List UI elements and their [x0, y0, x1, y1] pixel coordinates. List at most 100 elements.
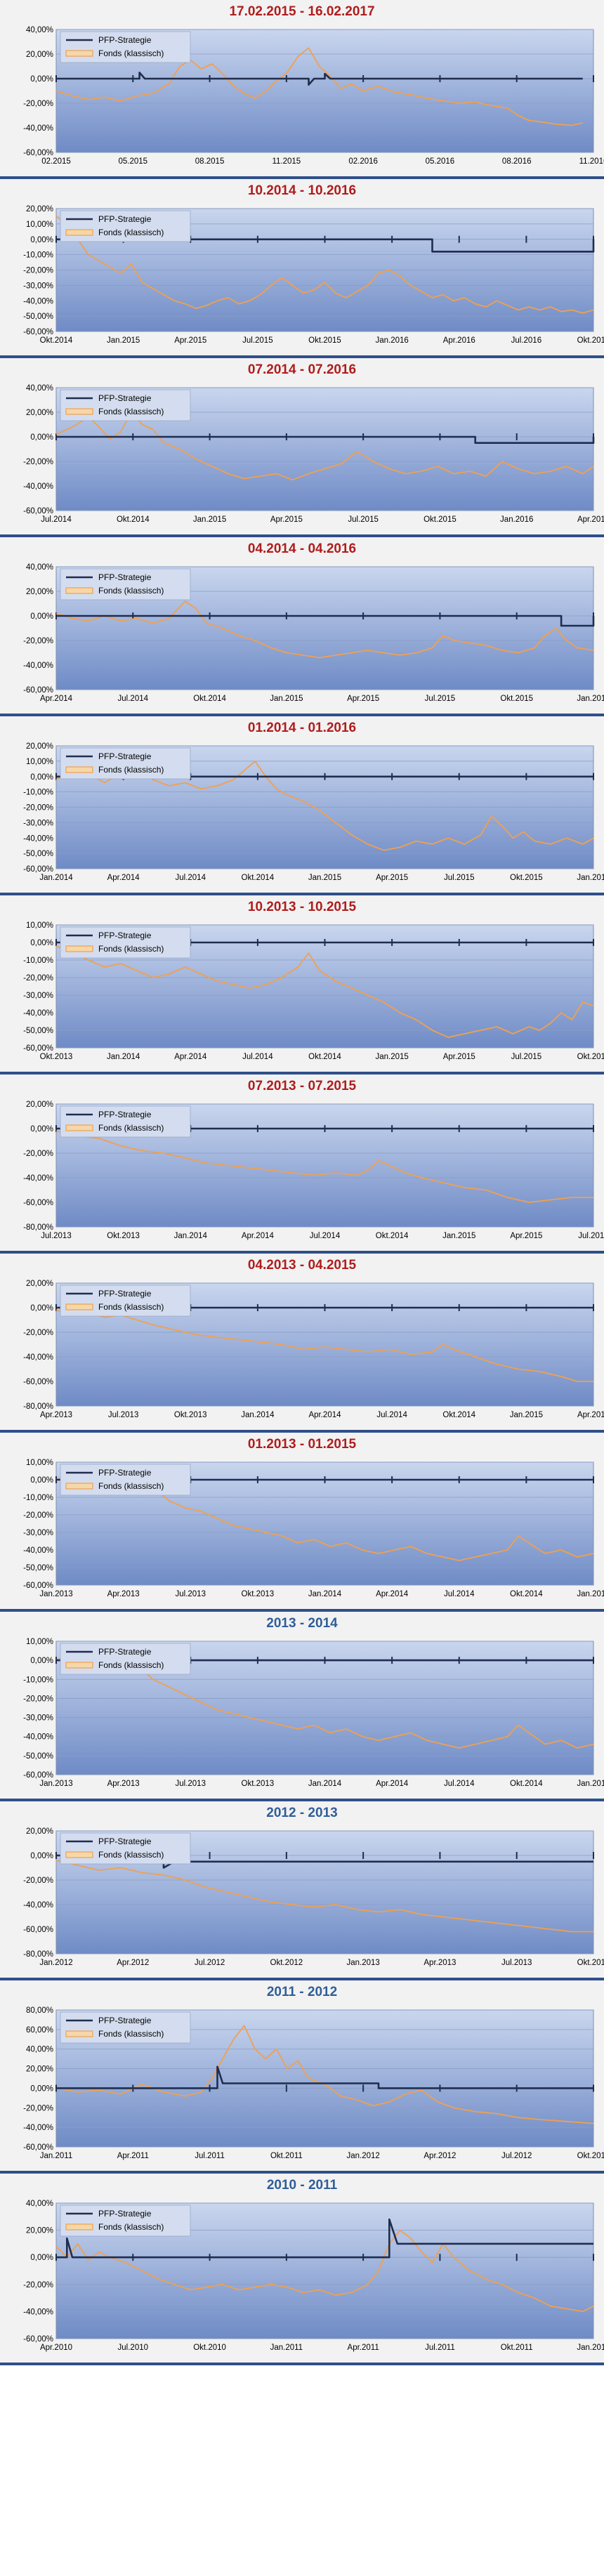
x-tick-label: Okt.2011	[270, 2152, 303, 2160]
legend: PFP-Strategie Fonds (klassisch)	[60, 210, 191, 242]
x-tick-label: Jan.2014	[241, 1411, 275, 1419]
legend-box	[60, 31, 191, 63]
x-tick-label: Okt.2014	[510, 1780, 543, 1788]
x-tick-label: Jul.2014	[242, 1053, 273, 1061]
x-tick-label: Jul.2014	[444, 1590, 475, 1598]
x-tick-label: Okt.2013	[40, 1053, 73, 1061]
y-tick-label: -60,00%	[23, 2335, 53, 2344]
x-tick-label: Apr.2010	[40, 2344, 72, 2352]
x-tick-label: Jul.2014	[310, 1232, 341, 1240]
x-tick-label: Apr.2015	[510, 1232, 542, 1240]
x-tick-label: Okt.2014	[376, 1232, 409, 1240]
x-tick-label: Jul.2011	[195, 2152, 225, 2160]
x-tick-label: 08.2015	[195, 157, 225, 166]
x-tick-label: Jan.2015	[193, 515, 226, 524]
x-tick-label: Jan.2015	[270, 695, 303, 703]
y-tick-label: -20,00%	[23, 267, 53, 275]
y-tick-label: -50,00%	[23, 1027, 53, 1035]
x-tick-label: Apr.2011	[348, 2344, 379, 2352]
x-tick-label: Okt.2010	[193, 2344, 226, 2352]
y-tick-label: -80,00%	[23, 1950, 53, 1959]
y-tick-label: -20,00%	[23, 1329, 53, 1337]
x-tick-label: Okt.2014	[193, 695, 226, 703]
y-tick-label: 0,00%	[30, 236, 53, 244]
panel-separator	[0, 2171, 604, 2174]
legend-label-strategy: PFP-Strategie	[98, 1110, 152, 1119]
y-tick-label: 20,00%	[26, 2065, 53, 2074]
panel-separator	[0, 893, 604, 895]
legend-label-fund: Fonds (klassisch)	[98, 586, 164, 596]
legend: PFP-Strategie Fonds (klassisch)	[60, 2011, 191, 2044]
y-tick-label: -20,00%	[23, 1511, 53, 1520]
y-tick-label: -60,00%	[23, 686, 53, 695]
chart-panel: 2012 - 2013 20,00% 0,00% -20,00% -40,00% -60,…	[0, 1801, 604, 1980]
y-tick-label: -20,00%	[23, 1695, 53, 1703]
x-tick-label: Jul.2015	[511, 1053, 541, 1061]
y-tick-label: -10,00%	[23, 251, 53, 260]
x-tick-label: Jan.2015	[308, 874, 341, 882]
y-tick-label: -20,00%	[23, 974, 53, 983]
x-tick-label: 05.2015	[118, 157, 147, 166]
x-tick-label: Apr.2012	[117, 1959, 149, 1967]
panel-separator	[0, 2363, 604, 2365]
y-tick-label: -10,00%	[23, 957, 53, 965]
y-tick-label: -50,00%	[23, 1564, 53, 1572]
y-tick-label: 0,00%	[30, 1476, 53, 1485]
x-tick-label: Jul.2015	[444, 874, 474, 882]
x-tick-label: Apr.2014	[174, 1053, 207, 1061]
legend-box	[60, 568, 191, 600]
legend-box	[60, 926, 191, 959]
x-tick-label: Jan.2011	[40, 2152, 72, 2160]
series-line-fonds-klassisch	[55, 1860, 593, 1933]
legend-label-strategy: PFP-Strategie	[98, 393, 152, 403]
legend-box	[60, 389, 191, 421]
y-tick-label: -30,00%	[23, 819, 53, 827]
x-tick-label: Jul.2015	[242, 336, 273, 345]
legend-label-fund: Fonds (klassisch)	[98, 1123, 164, 1133]
y-tick-label: -60,00%	[23, 1199, 53, 1207]
legend-label-strategy: PFP-Strategie	[98, 751, 152, 761]
x-tick-label: Okt.2013	[242, 1780, 275, 1788]
series-line-pfp-strategie	[56, 435, 595, 444]
legend-swatch-fund	[65, 2223, 93, 2230]
y-tick-label: 60,00%	[26, 2026, 53, 2035]
x-tick-label: Apr.2014	[242, 1232, 275, 1240]
x-tick-label: Jul.2014	[376, 1411, 407, 1419]
x-tick-label: Okt.2014	[40, 336, 73, 345]
y-tick-label: 0,00%	[30, 939, 53, 947]
panel-separator	[0, 1609, 604, 1612]
x-tick-label: Jan.2014	[174, 1232, 208, 1240]
y-tick-label: 0,00%	[30, 433, 53, 442]
x-tick-label: Jan.2014	[39, 874, 73, 882]
y-tick-label: 0,00%	[30, 1852, 53, 1860]
chart-title: 07.2013 - 07.2015	[247, 1079, 357, 1093]
x-tick-label: Okt.2014	[242, 874, 275, 882]
legend-swatch-fund	[65, 50, 93, 57]
x-tick-label: Jul.2012	[501, 2152, 532, 2160]
series-line-fonds-klassisch	[55, 2025, 594, 2124]
y-tick-label: -40,00%	[23, 2308, 53, 2316]
chart-title: 01.2014 - 01.2016	[247, 721, 357, 735]
series-line-fonds-klassisch	[55, 1130, 593, 1203]
x-tick-label: Jan.2011	[270, 2344, 303, 2352]
x-tick-label: Apr.2016	[577, 515, 604, 524]
chart-title: 2012 - 2013	[266, 1806, 338, 1820]
y-tick-label: 0,00%	[30, 1125, 53, 1133]
x-tick-label: Jul.2014	[444, 1780, 475, 1788]
x-tick-label: Apr.2015	[577, 1411, 604, 1419]
panel-separator	[0, 714, 604, 716]
x-tick-label: Okt.2015	[510, 874, 543, 882]
y-tick-label: -60,00%	[23, 1378, 53, 1386]
line-chart: 10,00% 0,00% -10,00% -20,00% -30,00% -40,00% -…	[23, 1459, 604, 1598]
legend-box	[60, 2204, 191, 2237]
x-tick-label: Apr.2012	[424, 2152, 456, 2160]
y-tick-label: 20,00%	[26, 2227, 53, 2235]
x-tick-label: Okt.2015	[308, 336, 341, 345]
panel-separator	[0, 1072, 604, 1075]
y-tick-label: 20,00%	[26, 588, 53, 596]
x-tick-label: Apr.2013	[107, 1780, 140, 1788]
legend-swatch-fund	[65, 1851, 93, 1858]
y-tick-label: 20,00%	[26, 409, 53, 417]
x-tick-label: 11.2015	[272, 157, 301, 166]
x-tick-label: Jul.2015	[425, 695, 455, 703]
